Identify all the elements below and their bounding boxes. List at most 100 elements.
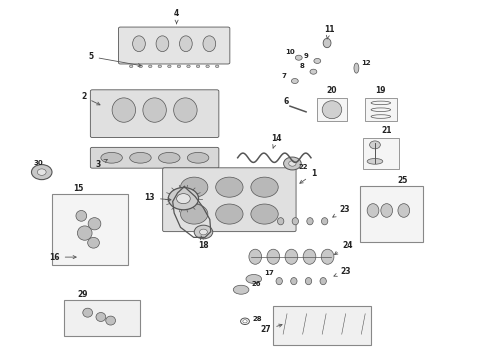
Ellipse shape	[284, 157, 301, 170]
Text: 12: 12	[361, 59, 371, 66]
Ellipse shape	[112, 98, 136, 122]
Ellipse shape	[285, 249, 298, 264]
Ellipse shape	[381, 204, 392, 217]
Text: 7: 7	[281, 73, 286, 79]
Text: 3: 3	[96, 159, 107, 169]
Ellipse shape	[249, 249, 262, 264]
Ellipse shape	[216, 204, 243, 224]
Ellipse shape	[31, 165, 52, 180]
Text: 2: 2	[81, 92, 100, 105]
Text: 11: 11	[324, 24, 334, 39]
Bar	[365, 98, 397, 121]
Ellipse shape	[133, 36, 146, 51]
Text: 20: 20	[327, 86, 337, 95]
Ellipse shape	[88, 218, 101, 230]
Ellipse shape	[130, 152, 151, 163]
Text: 18: 18	[198, 236, 209, 250]
Ellipse shape	[156, 36, 169, 51]
Ellipse shape	[251, 177, 278, 197]
Text: 13: 13	[145, 193, 171, 202]
Ellipse shape	[322, 101, 342, 119]
Text: 10: 10	[285, 49, 295, 55]
Ellipse shape	[199, 229, 207, 235]
Ellipse shape	[83, 308, 93, 317]
Text: 26: 26	[252, 281, 261, 287]
Ellipse shape	[101, 152, 122, 163]
Text: 9: 9	[304, 53, 309, 59]
Bar	[363, 138, 399, 169]
Ellipse shape	[77, 226, 92, 240]
Text: 19: 19	[375, 86, 386, 95]
Ellipse shape	[180, 204, 208, 224]
Text: 6: 6	[283, 97, 288, 106]
Ellipse shape	[277, 218, 284, 225]
Ellipse shape	[321, 249, 334, 264]
Ellipse shape	[321, 218, 328, 225]
Ellipse shape	[276, 278, 282, 285]
Bar	[273, 306, 371, 345]
Text: 29: 29	[77, 290, 88, 299]
Ellipse shape	[139, 65, 143, 68]
Ellipse shape	[173, 98, 197, 122]
Ellipse shape	[267, 249, 280, 264]
Ellipse shape	[398, 204, 410, 217]
Ellipse shape	[176, 194, 190, 204]
Ellipse shape	[187, 152, 209, 163]
Ellipse shape	[96, 312, 106, 321]
Text: 16: 16	[49, 253, 76, 262]
Ellipse shape	[158, 65, 162, 68]
Ellipse shape	[251, 204, 278, 224]
Ellipse shape	[168, 188, 198, 210]
Ellipse shape	[216, 177, 243, 197]
Bar	[65, 301, 140, 336]
Ellipse shape	[106, 316, 116, 325]
FancyBboxPatch shape	[90, 90, 219, 138]
Ellipse shape	[143, 98, 166, 122]
Text: 23: 23	[333, 205, 349, 217]
Text: 8: 8	[300, 63, 305, 69]
Text: 30: 30	[34, 159, 44, 166]
Ellipse shape	[307, 218, 313, 225]
Ellipse shape	[187, 65, 190, 68]
Text: 21: 21	[381, 126, 392, 135]
Text: 23: 23	[334, 267, 350, 276]
Ellipse shape	[303, 249, 316, 264]
Text: 27: 27	[261, 324, 282, 334]
Text: 24: 24	[335, 241, 353, 255]
Ellipse shape	[148, 65, 152, 68]
Text: 15: 15	[73, 184, 83, 193]
Ellipse shape	[194, 225, 213, 239]
Ellipse shape	[291, 278, 297, 285]
Ellipse shape	[159, 152, 180, 163]
Ellipse shape	[196, 65, 200, 68]
Text: 17: 17	[265, 270, 274, 276]
Ellipse shape	[88, 237, 99, 248]
Ellipse shape	[310, 69, 317, 74]
Ellipse shape	[367, 158, 383, 164]
Ellipse shape	[292, 218, 298, 225]
Bar	[52, 194, 128, 265]
Text: 28: 28	[253, 316, 263, 321]
Ellipse shape	[367, 204, 379, 217]
Ellipse shape	[354, 63, 359, 73]
Ellipse shape	[76, 211, 87, 221]
Text: 25: 25	[397, 176, 408, 185]
FancyBboxPatch shape	[90, 147, 219, 168]
Ellipse shape	[206, 65, 209, 68]
Bar	[318, 98, 346, 121]
Ellipse shape	[369, 141, 380, 149]
Ellipse shape	[203, 36, 216, 51]
Ellipse shape	[37, 169, 46, 175]
FancyBboxPatch shape	[119, 27, 230, 64]
Ellipse shape	[168, 65, 171, 68]
Ellipse shape	[292, 78, 298, 84]
Ellipse shape	[295, 55, 302, 60]
Ellipse shape	[180, 177, 208, 197]
Ellipse shape	[233, 285, 249, 294]
Text: 14: 14	[271, 134, 282, 148]
Ellipse shape	[177, 65, 181, 68]
Text: 22: 22	[299, 164, 308, 170]
Ellipse shape	[323, 39, 331, 48]
Ellipse shape	[216, 65, 219, 68]
FancyBboxPatch shape	[163, 168, 296, 231]
